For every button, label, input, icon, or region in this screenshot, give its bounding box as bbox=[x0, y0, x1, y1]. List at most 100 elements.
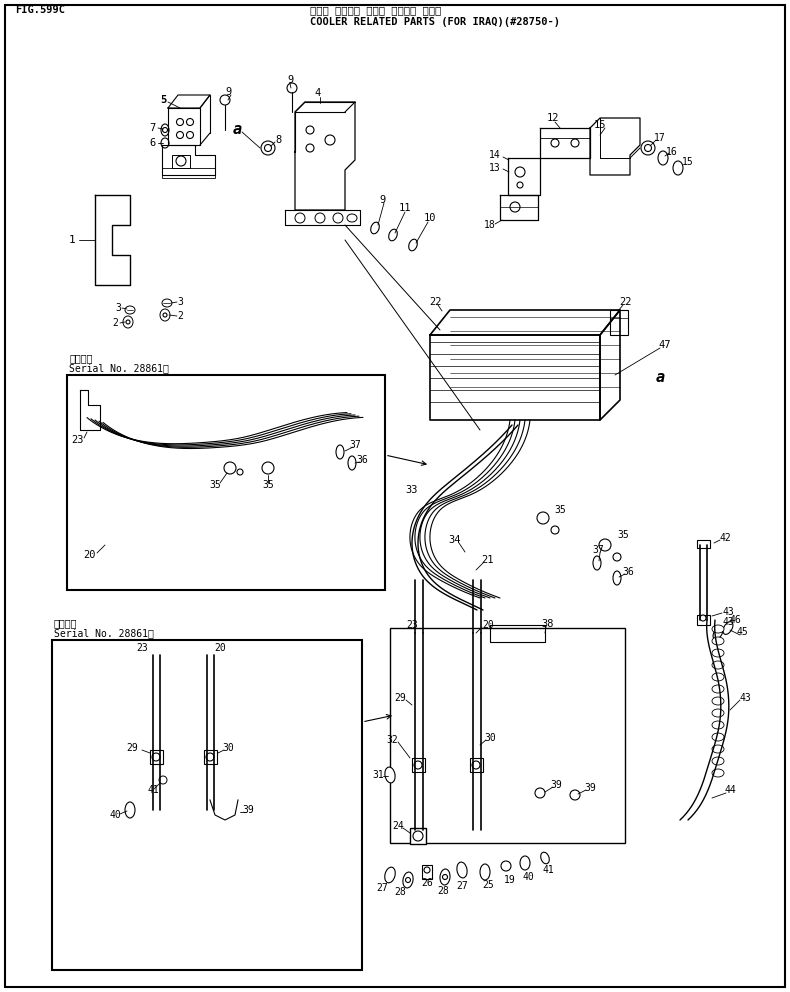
Text: 1: 1 bbox=[69, 235, 75, 245]
Text: 34: 34 bbox=[449, 535, 461, 545]
Text: 20: 20 bbox=[214, 643, 226, 653]
Circle shape bbox=[237, 469, 243, 475]
Bar bbox=[150, 750, 163, 764]
Circle shape bbox=[261, 141, 275, 155]
Text: 36: 36 bbox=[623, 567, 634, 577]
Circle shape bbox=[472, 761, 480, 769]
Text: クーラ カンレン ブヒン （イラク ヨウ）: クーラ カンレン ブヒン （イラク ヨウ） bbox=[310, 5, 442, 15]
Text: Serial No. 28861～: Serial No. 28861～ bbox=[69, 363, 169, 373]
Text: 28: 28 bbox=[437, 886, 449, 896]
Ellipse shape bbox=[480, 864, 490, 880]
Text: 38: 38 bbox=[542, 619, 555, 629]
Text: 20: 20 bbox=[482, 620, 494, 630]
Bar bbox=[172, 155, 190, 168]
Text: 20: 20 bbox=[84, 550, 96, 560]
Ellipse shape bbox=[385, 767, 395, 783]
Ellipse shape bbox=[673, 161, 683, 175]
Circle shape bbox=[159, 776, 167, 784]
Text: 22: 22 bbox=[619, 297, 631, 307]
Circle shape bbox=[152, 753, 160, 761]
Text: 30: 30 bbox=[484, 733, 496, 743]
Ellipse shape bbox=[403, 872, 413, 888]
Text: 42: 42 bbox=[719, 533, 731, 543]
Ellipse shape bbox=[712, 685, 724, 693]
Text: 29: 29 bbox=[126, 743, 138, 753]
Text: 33: 33 bbox=[406, 485, 418, 495]
Circle shape bbox=[206, 753, 214, 761]
Ellipse shape bbox=[712, 709, 724, 717]
Text: 39: 39 bbox=[242, 805, 254, 815]
Ellipse shape bbox=[712, 745, 724, 753]
Text: COOLER RELATED PARTS (FOR IRAQ)(#28750-): COOLER RELATED PARTS (FOR IRAQ)(#28750-) bbox=[310, 17, 560, 27]
Circle shape bbox=[306, 144, 314, 152]
Circle shape bbox=[224, 462, 236, 474]
Text: 43: 43 bbox=[739, 693, 750, 703]
Text: 47: 47 bbox=[659, 340, 672, 350]
Ellipse shape bbox=[613, 571, 621, 585]
Ellipse shape bbox=[162, 299, 172, 307]
Ellipse shape bbox=[658, 151, 668, 165]
Text: 23: 23 bbox=[406, 620, 418, 630]
Ellipse shape bbox=[712, 733, 724, 741]
Text: 41: 41 bbox=[542, 865, 554, 875]
Text: 35: 35 bbox=[209, 480, 221, 490]
Ellipse shape bbox=[712, 661, 724, 669]
Ellipse shape bbox=[160, 309, 170, 321]
Text: 39: 39 bbox=[584, 783, 596, 793]
Ellipse shape bbox=[123, 316, 133, 328]
Text: 35: 35 bbox=[554, 505, 566, 515]
Ellipse shape bbox=[712, 721, 724, 729]
Ellipse shape bbox=[540, 852, 549, 864]
Bar bbox=[390, 628, 625, 843]
Circle shape bbox=[176, 118, 183, 126]
Circle shape bbox=[537, 512, 549, 524]
Text: 3: 3 bbox=[177, 297, 183, 307]
Text: 32: 32 bbox=[386, 735, 398, 745]
Ellipse shape bbox=[371, 222, 379, 234]
Text: 9: 9 bbox=[379, 195, 386, 205]
Text: 36: 36 bbox=[356, 455, 368, 465]
Text: 43: 43 bbox=[722, 607, 734, 617]
Text: 5: 5 bbox=[160, 95, 166, 105]
Circle shape bbox=[641, 141, 655, 155]
Ellipse shape bbox=[336, 445, 344, 459]
Circle shape bbox=[333, 213, 343, 223]
Bar bbox=[410, 828, 426, 844]
Circle shape bbox=[262, 462, 274, 474]
Circle shape bbox=[517, 182, 523, 188]
Ellipse shape bbox=[712, 637, 724, 645]
Circle shape bbox=[306, 126, 314, 134]
Bar bbox=[412, 758, 425, 772]
Circle shape bbox=[442, 875, 447, 880]
Text: 21: 21 bbox=[482, 555, 495, 565]
Text: 14: 14 bbox=[489, 150, 501, 160]
Ellipse shape bbox=[723, 622, 733, 634]
Ellipse shape bbox=[125, 802, 135, 818]
Bar bbox=[52, 640, 362, 970]
Circle shape bbox=[186, 132, 194, 139]
Circle shape bbox=[645, 145, 652, 152]
Text: 41: 41 bbox=[147, 785, 159, 795]
Ellipse shape bbox=[457, 862, 467, 878]
Text: 6: 6 bbox=[149, 138, 155, 148]
Ellipse shape bbox=[389, 229, 397, 241]
Text: 26: 26 bbox=[421, 878, 433, 888]
Circle shape bbox=[501, 861, 511, 871]
Circle shape bbox=[571, 139, 579, 147]
Circle shape bbox=[551, 139, 559, 147]
Ellipse shape bbox=[712, 697, 724, 705]
Text: 12: 12 bbox=[547, 113, 559, 123]
Circle shape bbox=[295, 213, 305, 223]
Ellipse shape bbox=[408, 239, 417, 251]
Text: 31: 31 bbox=[372, 770, 384, 780]
Ellipse shape bbox=[520, 856, 530, 870]
Ellipse shape bbox=[161, 138, 169, 148]
Text: 25: 25 bbox=[482, 880, 494, 890]
Ellipse shape bbox=[161, 124, 169, 136]
Text: 35: 35 bbox=[262, 480, 274, 490]
Text: 28: 28 bbox=[394, 887, 406, 897]
Text: 2: 2 bbox=[112, 318, 118, 328]
Bar bbox=[67, 375, 385, 590]
Text: 13: 13 bbox=[489, 163, 501, 173]
Circle shape bbox=[599, 539, 611, 551]
